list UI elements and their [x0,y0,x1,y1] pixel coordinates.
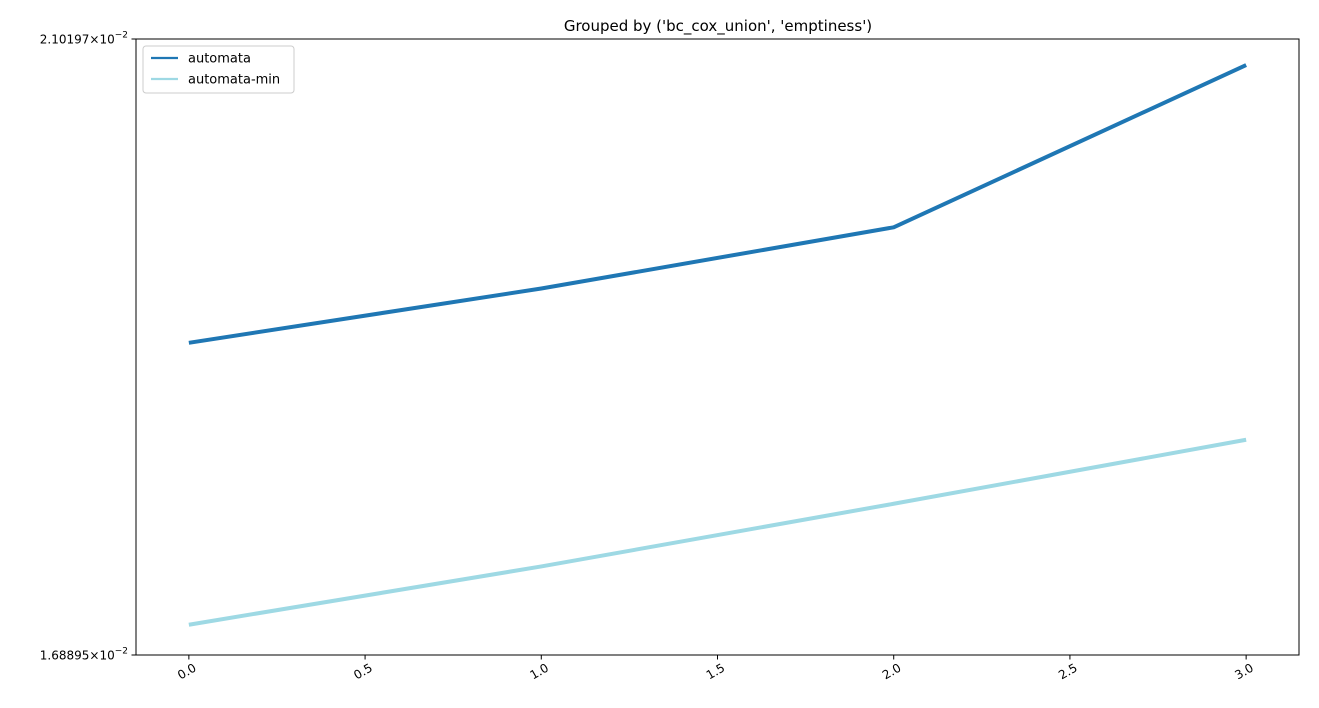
legend-label-automata: automata [188,52,251,67]
y-tick-times: × [89,649,99,663]
series-layer [188,63,1247,627]
legend-box [142,45,295,94]
y-tick-mantissa: 1.68895 [40,649,90,663]
y-tick-mantissa: 2.10197 [40,33,90,47]
y-axis: 2.10197×10−21.68895×10−2 [40,31,136,663]
y-tick-exponent: −2 [115,31,128,41]
y-tick-exponent: −2 [115,647,128,657]
x-axis: 0.0 0.5 1.0 1.5 2.0 2.5 3.0 [175,655,1256,682]
legend-label-automata-min: automata-min [188,73,280,88]
y-tick-times: × [89,33,99,47]
y-tick-base: 10 [99,649,114,663]
plot-area [136,39,1299,655]
y-tick-base: 10 [99,33,114,47]
series-line-automata-min [188,437,1247,627]
series-line-automata [188,63,1247,345]
y-tick-label: 2.10197×10−2 [40,31,128,47]
y-tick-label: 1.68895×10−2 [40,647,128,663]
legend: automata automata-min [142,45,295,94]
chart-title: Grouped by ('bc_cox_union', 'emptiness') [564,17,872,36]
